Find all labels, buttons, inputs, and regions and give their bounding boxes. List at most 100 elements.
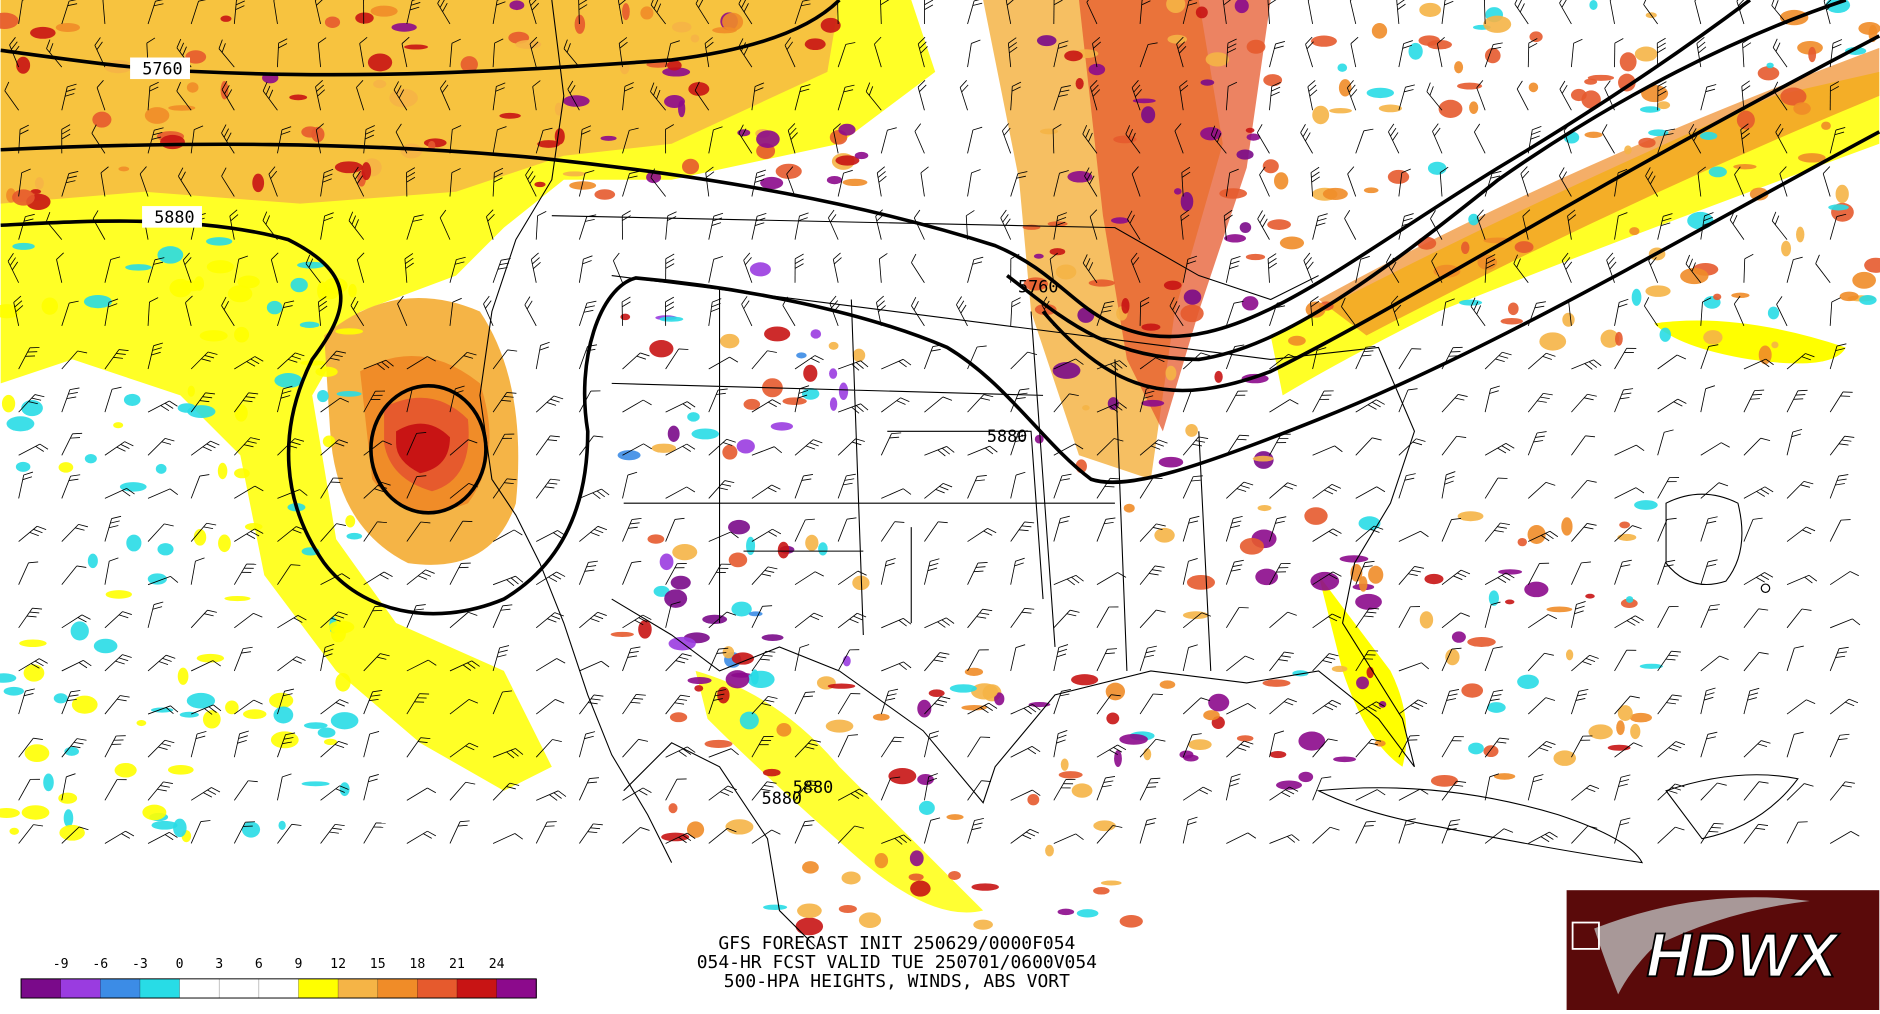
speckle xyxy=(1214,371,1222,383)
speckle xyxy=(688,677,712,684)
caption-line: GFS FORECAST INIT 250629/0000F054 xyxy=(718,933,1075,954)
colorbar-label: 3 xyxy=(215,957,223,972)
speckle xyxy=(1529,31,1542,42)
speckle xyxy=(207,260,234,273)
speckle xyxy=(1219,188,1247,199)
colorbar-swatch xyxy=(61,979,101,998)
speckle xyxy=(802,388,819,400)
speckle xyxy=(273,707,293,724)
colorbar-swatch xyxy=(21,979,61,998)
speckle xyxy=(1208,694,1229,712)
speckle xyxy=(1141,106,1155,123)
speckle xyxy=(1458,511,1484,521)
speckle xyxy=(124,394,141,406)
speckle xyxy=(1468,214,1479,226)
speckle xyxy=(1367,667,1374,678)
speckle xyxy=(843,656,851,667)
speckle xyxy=(1585,594,1595,599)
speckle xyxy=(115,763,137,778)
barb-staff xyxy=(1140,302,1141,326)
speckle xyxy=(30,27,56,39)
speckle xyxy=(271,731,299,748)
barb-staff xyxy=(1528,43,1529,67)
speckle xyxy=(965,668,983,676)
speckle xyxy=(1859,295,1876,305)
speckle xyxy=(1372,23,1387,39)
speckle xyxy=(1428,162,1447,175)
speckle xyxy=(126,535,141,552)
speckle xyxy=(252,174,264,193)
speckle xyxy=(72,696,98,714)
speckle xyxy=(740,712,759,730)
speckle xyxy=(827,176,842,184)
speckle xyxy=(1529,82,1539,92)
speckle xyxy=(1616,720,1625,735)
speckle xyxy=(1310,572,1339,591)
speckle xyxy=(234,327,249,343)
speckle xyxy=(335,673,350,692)
speckle xyxy=(118,166,129,171)
speckle xyxy=(1454,61,1463,73)
speckle xyxy=(1270,751,1287,758)
speckle xyxy=(1709,167,1727,178)
speckle xyxy=(1524,582,1548,597)
speckle xyxy=(1236,149,1253,159)
speckle xyxy=(1093,887,1110,895)
speckle xyxy=(640,6,653,19)
speckle xyxy=(1713,294,1721,300)
speckle xyxy=(200,330,228,341)
speckle xyxy=(1501,318,1523,325)
speckle xyxy=(218,534,231,552)
speckle xyxy=(1263,679,1291,686)
speckle xyxy=(756,130,780,148)
speckle xyxy=(12,189,35,205)
speckle xyxy=(1828,204,1849,210)
speckle xyxy=(859,912,881,928)
speckle xyxy=(85,454,97,463)
speckle xyxy=(660,554,674,571)
speckle xyxy=(1630,724,1640,739)
speckle xyxy=(818,542,828,555)
speckle xyxy=(355,13,374,24)
speckle xyxy=(1858,22,1880,35)
speckle xyxy=(289,95,307,101)
speckle xyxy=(391,23,416,32)
logo-text: HDWX xyxy=(1646,921,1840,990)
speckle xyxy=(228,285,253,302)
speckle xyxy=(509,0,524,10)
speckle xyxy=(1323,188,1348,200)
speckle xyxy=(729,553,748,568)
speckle xyxy=(1703,330,1722,344)
speckle xyxy=(1071,674,1098,685)
speckle xyxy=(1737,111,1755,130)
speckle xyxy=(1059,771,1083,778)
speckle xyxy=(1143,748,1151,760)
speckle xyxy=(1364,187,1379,193)
speckle xyxy=(337,391,362,397)
speckle xyxy=(1731,293,1749,298)
speckle xyxy=(373,80,386,88)
speckle xyxy=(1539,332,1566,350)
logo: HDWX xyxy=(1567,890,1880,1010)
speckle xyxy=(1263,159,1279,173)
speckle xyxy=(368,53,392,71)
colorbar-swatch xyxy=(417,979,457,998)
speckle xyxy=(361,162,371,180)
speckle xyxy=(188,386,195,397)
speckle xyxy=(678,100,685,117)
speckle xyxy=(106,590,132,599)
speckle xyxy=(909,873,924,880)
speckle xyxy=(659,316,683,321)
speckle xyxy=(720,334,739,348)
speckle xyxy=(1619,521,1630,528)
speckle xyxy=(113,422,123,428)
speckle xyxy=(1487,702,1506,713)
speckle xyxy=(1508,302,1519,315)
colorbar-swatch xyxy=(219,979,259,998)
contour-label: 5880 xyxy=(154,207,194,227)
speckle xyxy=(1224,234,1246,242)
speckle xyxy=(187,82,199,92)
speckle xyxy=(1469,101,1478,114)
speckle xyxy=(1298,772,1313,782)
colorbar-swatch xyxy=(457,979,497,998)
